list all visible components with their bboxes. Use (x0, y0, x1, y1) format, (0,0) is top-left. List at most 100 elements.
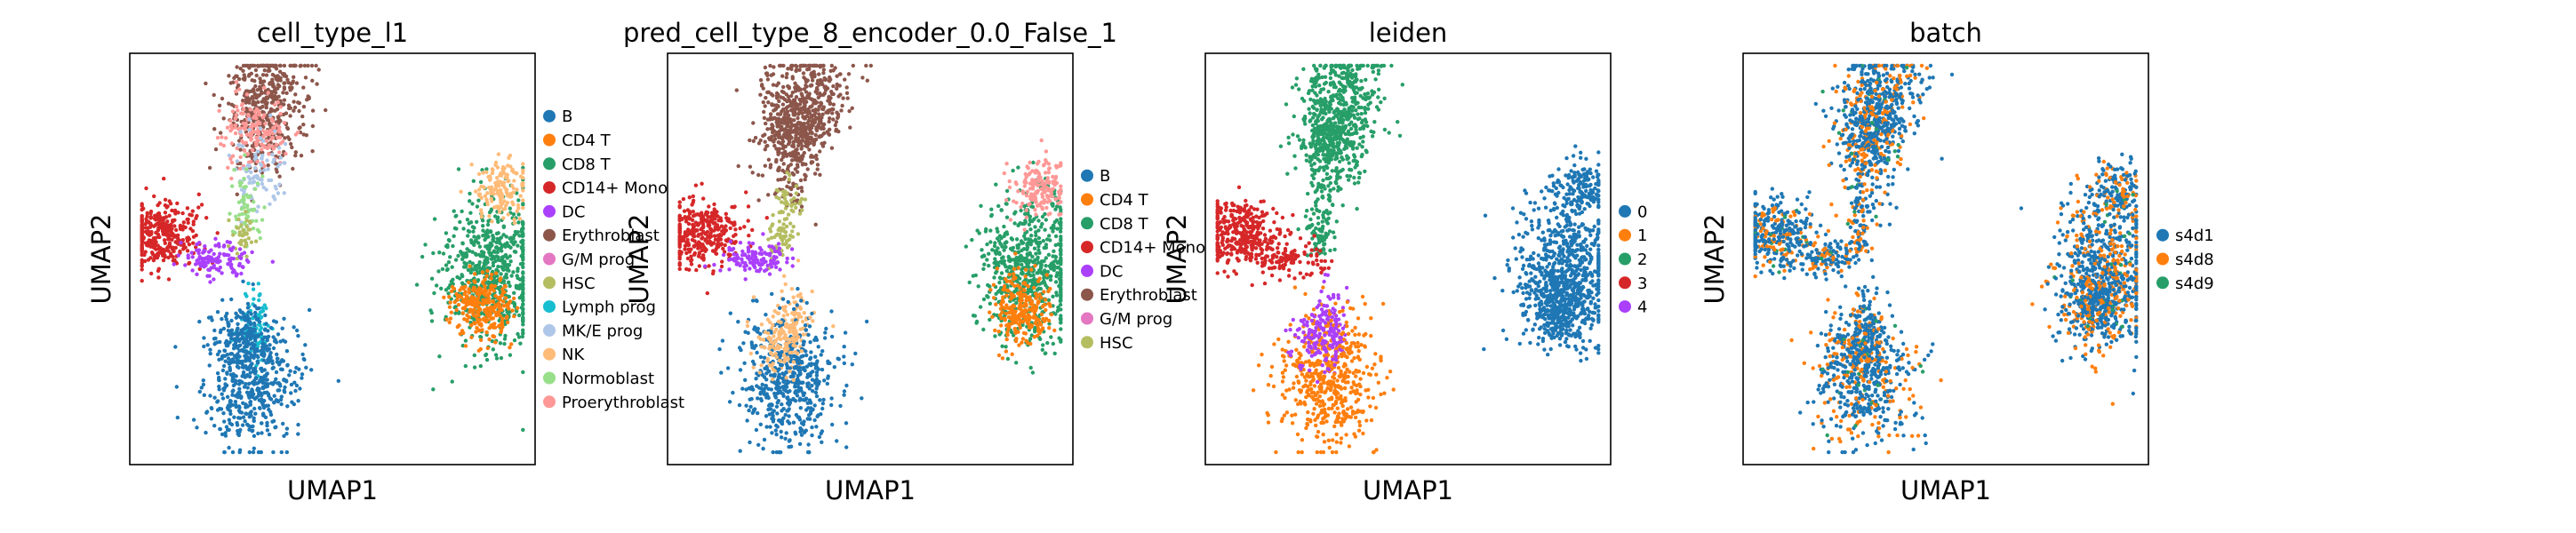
point-bcell-1823 (244, 403, 248, 409)
point-b_tail-1978 (253, 338, 258, 343)
point-bcell-1809 (210, 406, 214, 411)
point-pro-578 (230, 154, 236, 158)
point-bcell-1528 (820, 402, 825, 406)
point-ery_mid-403 (299, 154, 304, 158)
point-bcell-1771 (768, 425, 772, 429)
point-cd4-2868 (467, 315, 471, 320)
point-cd4-2874 (488, 288, 492, 292)
point-cd8-2554 (471, 229, 476, 234)
point-cd8-2228 (460, 209, 464, 214)
point-bcell-1757 (842, 361, 846, 366)
point-ery_mid-455 (304, 133, 308, 138)
point-bcell-1886 (224, 425, 229, 429)
point-ery_top-181 (286, 106, 292, 111)
point-cd8-2553 (479, 311, 484, 315)
point-mono-1152 (709, 243, 714, 247)
point-mono-1059 (732, 205, 736, 210)
point-pro-599 (244, 123, 248, 128)
point-ery_mid-384 (287, 137, 292, 141)
point-b_tail-1976 (259, 348, 264, 353)
point-b_tail-1906 (208, 347, 212, 352)
point-cd8-2503 (507, 268, 511, 273)
point-mono-855 (181, 220, 186, 225)
point-mono-1063 (156, 266, 161, 271)
point-ery_top-105 (790, 91, 795, 95)
point-ery_mid-318 (283, 81, 287, 85)
point-bcell-1496 (758, 392, 763, 396)
legend-label: CD14+ Mono (562, 179, 668, 198)
point-ery_mid-293 (252, 92, 258, 98)
point-cd8-2269 (434, 283, 439, 288)
point-mono-1144 (163, 232, 167, 236)
point-cd8-2574 (465, 218, 470, 222)
point-bcell-1700 (278, 367, 284, 371)
point-cd8-2272 (440, 266, 445, 272)
point-bcell-1622 (803, 323, 808, 328)
point-bcell-1374 (738, 449, 742, 453)
point-ery_top-172 (273, 74, 277, 79)
point-mono-1137 (140, 216, 144, 220)
point-mke-691 (804, 174, 808, 179)
point-bcell-1489 (771, 449, 775, 455)
point-cd4-2877 (474, 302, 479, 307)
point-bcell-1860 (275, 360, 279, 364)
point-cd8-2541 (515, 274, 519, 278)
point-mono-989 (146, 229, 150, 234)
point-cd4-2765 (447, 305, 452, 309)
point-ery_top-160 (264, 73, 269, 77)
point-mke-694 (258, 162, 263, 166)
point-pro-583 (277, 130, 283, 134)
point-ery_top-157 (253, 68, 259, 73)
point-dc-1242 (790, 256, 796, 260)
point-cd8-2439 (467, 221, 471, 226)
point-bcell-1710 (758, 422, 763, 426)
point-bcell-1526 (812, 403, 817, 408)
point-hsc-814 (780, 238, 785, 243)
point-cd8-2411 (521, 427, 525, 433)
point-bcell-1723 (764, 313, 768, 317)
point-bcell-1483 (276, 332, 281, 337)
point-b_tail-1926 (252, 314, 258, 319)
point-cd4-2730 (492, 289, 496, 293)
point-mono-1097 (194, 216, 198, 220)
point-ery_top-204 (247, 72, 252, 77)
point-cd8-2442 (521, 287, 525, 292)
point-mke-707 (756, 172, 761, 178)
point-bcell-1677 (787, 414, 791, 418)
point-b_tail-1943 (244, 337, 249, 342)
point-cd8-2187 (441, 251, 446, 256)
point-ery_top-170 (821, 68, 826, 72)
point-bcell-1861 (737, 402, 742, 408)
point-bcell-1488 (280, 326, 284, 330)
point-mke-637 (776, 104, 780, 109)
point-mke-660 (809, 155, 813, 159)
point-bcell-1668 (175, 415, 180, 420)
point-bcell-1415 (761, 360, 765, 364)
point-mono-1135 (151, 258, 156, 263)
scatter-points (140, 63, 525, 455)
point-mono-1033 (176, 211, 180, 215)
point-pro-577 (812, 119, 817, 123)
point-mono-1121 (705, 212, 709, 218)
point-cd4-2872 (507, 306, 511, 311)
point-bcell-1790 (258, 406, 262, 410)
point-pro-620 (225, 125, 230, 130)
point-dc-1214 (743, 277, 748, 282)
point-bcell-1373 (843, 330, 848, 335)
point-b_tail-2007 (252, 348, 257, 353)
point-pro-570 (257, 109, 261, 115)
point-bcell-1375 (197, 319, 202, 324)
point-ery_top-72 (309, 63, 315, 68)
point-bcell-1759 (816, 367, 820, 371)
point-b_tail-1992 (251, 334, 255, 338)
point-mke-715 (277, 182, 282, 187)
point-bcell-1846 (269, 381, 274, 386)
point-ery_top-178 (276, 83, 281, 87)
point-bcell-1833 (813, 390, 819, 395)
point-cd4-2880 (503, 296, 508, 300)
point-mono-1156 (148, 215, 153, 220)
point-mono-1081 (163, 197, 168, 202)
point-bcell-1728 (749, 340, 754, 345)
point-ery_top-14 (764, 95, 768, 100)
point-mono-1150 (173, 235, 178, 239)
